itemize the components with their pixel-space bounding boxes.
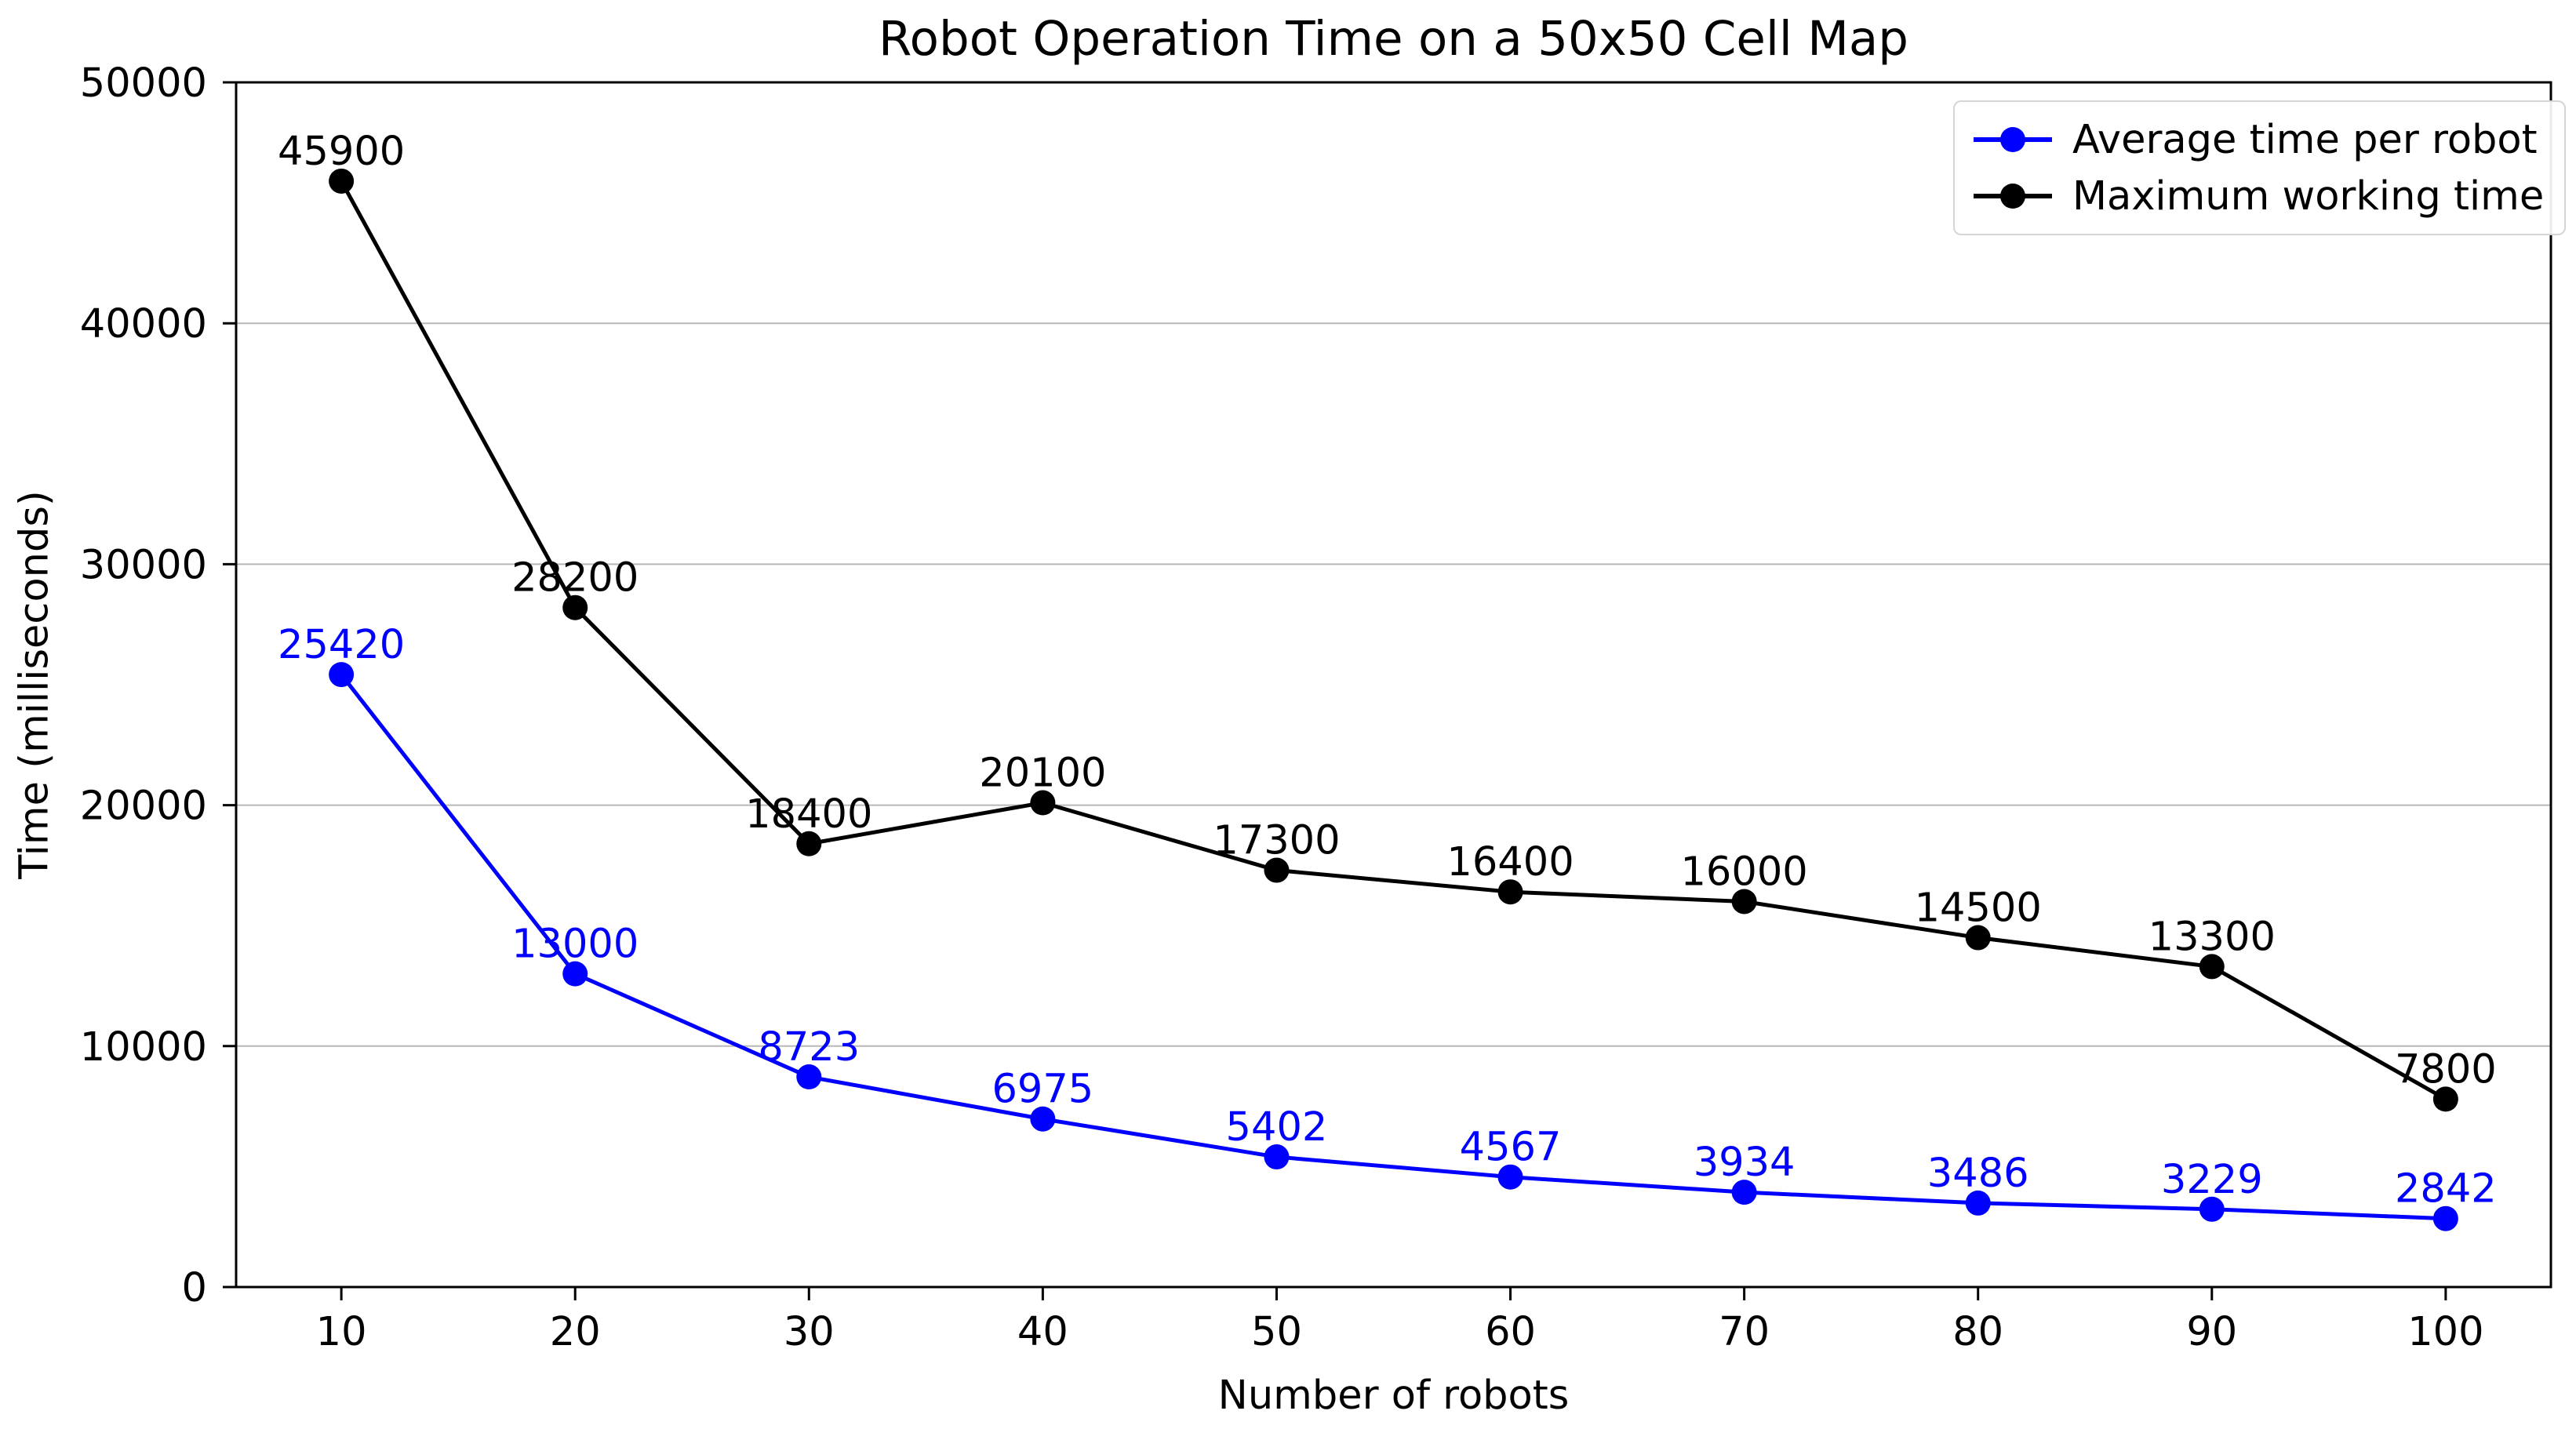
series-line (339, 179, 2448, 1101)
data-point-marker (1965, 925, 1991, 951)
data-point-label: 13300 (2148, 914, 2276, 960)
data-point-label: 4567 (1460, 1125, 1562, 1171)
plot-border (235, 81, 2552, 1289)
data-point-marker (1731, 889, 1757, 914)
legend-item-average: Average time per robot (1974, 111, 2544, 168)
y-tick-label: 10000 (80, 1024, 207, 1071)
data-point-label: 13000 (511, 922, 639, 968)
data-point-label: 20100 (979, 751, 1106, 797)
data-point-label: 18400 (745, 791, 872, 838)
data-point-marker (2199, 1196, 2225, 1222)
series-line (339, 672, 2448, 1221)
chart-title: Robot Operation Time on a 50x50 Cell Map (879, 11, 1908, 67)
x-tick-label: 60 (1485, 1309, 1536, 1355)
legend-item-maximum: Maximum working time (1974, 168, 2544, 224)
x-tick-label: 40 (1017, 1309, 1068, 1355)
data-point-marker (1497, 1164, 1523, 1190)
data-point-marker (562, 961, 588, 987)
data-point-marker (1030, 1106, 1056, 1132)
data-point-label: 45900 (278, 129, 405, 175)
y-tick-label: 0 (182, 1265, 207, 1311)
legend-label-average: Average time per robot (2072, 116, 2538, 163)
legend-dot-icon (2000, 127, 2025, 152)
x-tick-label: 50 (1251, 1309, 1302, 1355)
data-point-label: 8723 (758, 1024, 860, 1071)
data-point-label: 14500 (1915, 885, 2042, 932)
data-point-marker (329, 662, 355, 688)
y-tick-label: 20000 (80, 784, 207, 830)
data-point-label: 3486 (1927, 1151, 2029, 1197)
data-point-marker (796, 831, 822, 856)
x-tick-label: 100 (2407, 1309, 2483, 1355)
legend-line-marker-icon (1974, 184, 2052, 209)
data-point-marker (1731, 1180, 1757, 1205)
data-point-label: 7800 (2395, 1046, 2497, 1093)
data-point-marker (1497, 879, 1523, 905)
data-point-marker (1965, 1190, 1991, 1216)
legend: Average time per robot Maximum working t… (1953, 100, 2567, 235)
x-tick-label: 90 (2186, 1309, 2237, 1355)
data-point-label: 17300 (1213, 818, 1340, 864)
x-tick-label: 30 (784, 1309, 835, 1355)
data-point-marker (329, 168, 355, 194)
x-axis-title: Number of robots (1217, 1373, 1570, 1419)
data-point-label: 2842 (2395, 1166, 2497, 1213)
data-point-label: 5402 (1226, 1104, 1328, 1151)
data-point-marker (2432, 1205, 2458, 1231)
data-point-marker (1264, 1144, 1290, 1170)
data-point-label: 16000 (1680, 849, 1807, 895)
x-tick-label: 80 (1952, 1309, 2003, 1355)
data-point-marker (2199, 954, 2225, 980)
data-point-label: 6975 (991, 1067, 1093, 1113)
y-tick-label: 30000 (80, 542, 207, 588)
data-point-label: 3934 (1694, 1140, 1796, 1186)
legend-dot-icon (2000, 184, 2025, 209)
data-point-label: 16400 (1446, 839, 1574, 885)
y-tick-label: 50000 (80, 60, 207, 107)
y-tick-label: 40000 (80, 301, 207, 347)
x-tick-label: 70 (1719, 1309, 1770, 1355)
legend-label-maximum: Maximum working time (2072, 173, 2545, 220)
x-tick-label: 20 (550, 1309, 601, 1355)
data-point-marker (2432, 1086, 2458, 1112)
data-point-label: 3229 (2161, 1157, 2263, 1203)
data-point-marker (1030, 790, 1056, 816)
legend-line-marker-icon (1974, 127, 2052, 152)
data-point-marker (1264, 857, 1290, 883)
data-point-marker (562, 595, 588, 620)
x-tick-label: 10 (316, 1309, 367, 1355)
data-point-label: 25420 (278, 622, 405, 668)
data-point-marker (796, 1064, 822, 1090)
data-point-label: 28200 (511, 555, 639, 602)
